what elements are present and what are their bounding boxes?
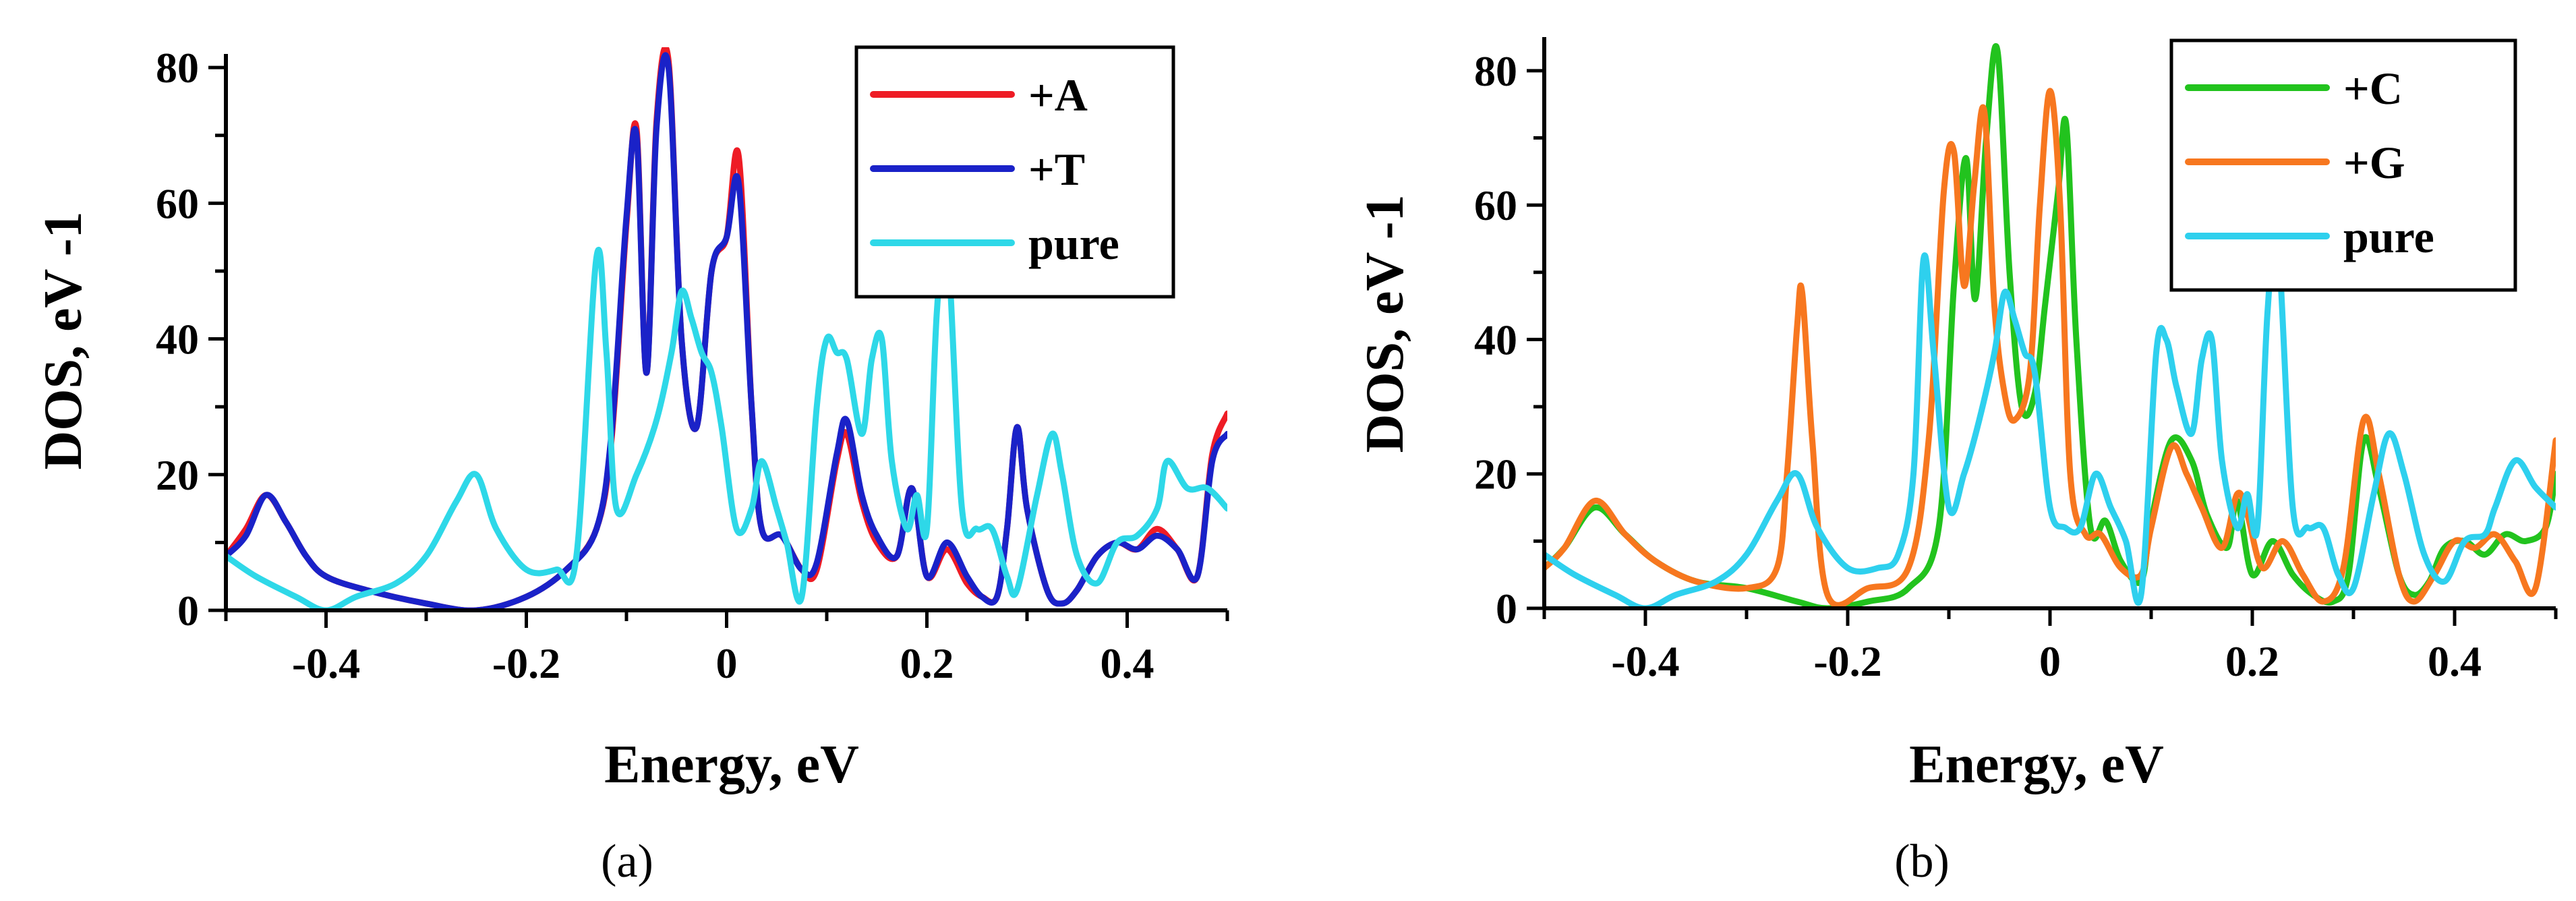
y-tick-label-b: 80 [1474, 47, 1517, 95]
x-tick-label-b: 0.4 [2428, 637, 2482, 685]
x-tick-label-b: 0.2 [2225, 637, 2279, 685]
legend-label-a: pure [1028, 218, 1119, 269]
y-tick-label-b: 0 [1496, 585, 1517, 633]
y-tick-label-a: 80 [156, 44, 199, 92]
legend-b: +C +G pure [2169, 38, 2517, 292]
axes-b: -0.4 -0.2 0 0.2 0.4 0 20 40 60 80 [1474, 37, 2558, 685]
panel-caption-b: (b) [1894, 836, 1950, 888]
y-tick-label-a: 0 [177, 587, 199, 635]
x-tick-label-b: -0.4 [1611, 637, 1679, 685]
x-tick-label-a: 0.4 [1101, 639, 1154, 687]
x-tick-label-a: 0 [716, 639, 738, 687]
x-tick-label-a: -0.2 [492, 639, 560, 687]
y-tick-label-a: 40 [156, 316, 199, 364]
y-tick-label-b: 40 [1474, 316, 1517, 364]
axes-a: -0.4 -0.2 0 0.2 0.4 0 20 40 60 80 [156, 44, 1229, 687]
legend-label-b: +C [2343, 63, 2403, 114]
x-tick-label-a: -0.4 [292, 639, 360, 687]
y-axis-title-b: DOS, eV -1 [1355, 195, 1415, 453]
series-line-pure-a [226, 225, 1227, 610]
legend-label-b: +G [2343, 137, 2405, 188]
panel-caption-a: (a) [601, 836, 653, 888]
legend-label-a: +T [1028, 144, 1085, 195]
x-tick-label-a: 0.2 [900, 639, 954, 687]
x-tick-label-b: 0 [2039, 637, 2061, 685]
y-tick-label-a: 60 [156, 179, 199, 227]
y-axis-title-a: DOS, eV -1 [34, 212, 93, 470]
legend-label-b: pure [2343, 211, 2434, 262]
x-axis-title-a: Energy, eV [604, 735, 859, 794]
y-tick-label-b: 60 [1474, 181, 1517, 229]
x-axis-title-b: Energy, eV [1909, 735, 2164, 794]
panel-a: -0.4 -0.2 0 0.2 0.4 0 20 40 60 80 Energy, eV DOS,… [34, 44, 1229, 888]
legend-a: +A +T pure [854, 45, 1175, 299]
series-layer-a [226, 47, 1227, 610]
panel-b: -0.4 -0.2 0 0.2 0.4 0 20 40 60 80 Energy, eV DOS,… [1355, 37, 2558, 888]
y-tick-label-b: 20 [1474, 450, 1517, 498]
x-tick-label-b: -0.2 [1813, 637, 1881, 685]
legend-label-a: +A [1028, 69, 1088, 121]
y-tick-label-a: 20 [156, 451, 199, 499]
series-layer-b [1544, 42, 2556, 608]
series-line-pure-b [1544, 226, 2556, 608]
series-line-t-a [226, 52, 1227, 610]
series-line-g-b [1544, 88, 2556, 608]
